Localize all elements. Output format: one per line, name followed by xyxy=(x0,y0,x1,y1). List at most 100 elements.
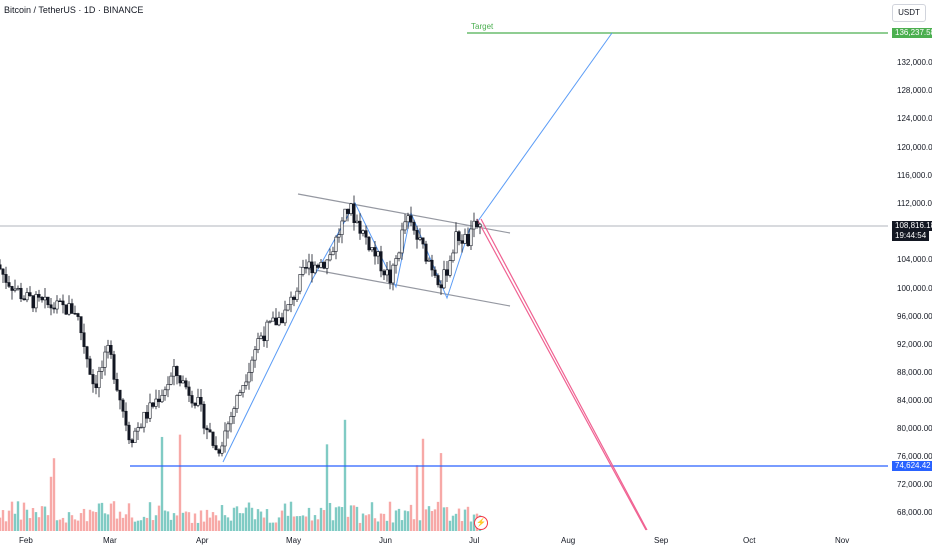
current-price-tag: 108,816.18 xyxy=(892,221,932,231)
candle xyxy=(127,421,131,444)
candle xyxy=(37,289,41,302)
volume-bar xyxy=(94,512,98,531)
price-tick: 80,000.00 xyxy=(897,424,932,433)
volume-bar xyxy=(124,514,128,531)
candle xyxy=(202,401,206,435)
volume-bar xyxy=(31,508,35,531)
candle xyxy=(169,372,173,386)
time-axis[interactable]: Feb Mar Apr May Jun Jul Aug Sep Oct Nov xyxy=(19,536,849,545)
volume-bar xyxy=(445,507,449,531)
candle xyxy=(370,247,374,253)
candle xyxy=(97,366,101,398)
time-tick: Oct xyxy=(743,536,756,545)
volume-bar xyxy=(325,444,329,531)
volume-bar xyxy=(172,513,176,531)
candle xyxy=(94,375,98,395)
candle xyxy=(235,394,239,414)
candle xyxy=(337,228,341,243)
candle xyxy=(289,291,293,313)
candle xyxy=(220,441,224,457)
candle xyxy=(178,375,182,387)
volume-bar xyxy=(463,509,467,531)
volume-bar xyxy=(88,509,92,531)
price-tick: 124,000.00 xyxy=(897,114,932,123)
currency-button[interactable]: USDT xyxy=(892,4,926,22)
candle xyxy=(316,263,320,269)
price-tick: 100,000.00 xyxy=(897,284,932,293)
volume-bar xyxy=(208,517,212,531)
candle xyxy=(73,305,77,315)
candle xyxy=(10,285,14,300)
candle xyxy=(400,222,404,260)
volume-bar xyxy=(298,516,302,531)
volume-bar xyxy=(160,436,164,531)
volume-bar xyxy=(46,515,50,531)
volume-bar xyxy=(70,515,74,531)
candle xyxy=(286,304,290,312)
volume-bar xyxy=(376,521,380,531)
wave-pattern[interactable] xyxy=(222,201,471,463)
candle xyxy=(442,260,446,290)
volume-bar xyxy=(292,516,296,531)
projection-down-line-b[interactable] xyxy=(480,218,648,531)
candle xyxy=(4,266,8,289)
volume-bar xyxy=(4,521,8,531)
candle xyxy=(67,295,71,316)
candle xyxy=(103,345,107,376)
volume-bar xyxy=(202,521,206,531)
volume-bar xyxy=(196,522,200,531)
volume-bar xyxy=(334,507,338,531)
candle xyxy=(319,258,323,269)
candle xyxy=(268,320,272,324)
candle xyxy=(466,227,470,247)
candle xyxy=(310,254,314,283)
candle xyxy=(427,257,431,262)
volume-bar xyxy=(106,514,110,531)
candle xyxy=(469,220,473,250)
volume-bar xyxy=(91,511,95,531)
candle xyxy=(157,390,161,408)
volume-bar xyxy=(235,506,239,531)
projection-up-line[interactable] xyxy=(477,32,613,222)
projection-down-line-a[interactable] xyxy=(476,218,647,531)
candle xyxy=(1,268,5,284)
candle xyxy=(31,295,35,312)
candle xyxy=(451,249,455,263)
volume-bar xyxy=(232,507,236,531)
volume-bar xyxy=(358,522,362,531)
price-axis[interactable]: 132,000.00 128,000.00 124,000.00 120,000… xyxy=(897,58,932,517)
volume-bar xyxy=(139,520,143,531)
candle xyxy=(229,411,233,433)
volume-bar xyxy=(238,513,242,531)
candle xyxy=(388,260,392,290)
candle xyxy=(253,345,257,368)
candle xyxy=(160,389,164,404)
candle xyxy=(85,345,89,368)
lightning-icon[interactable]: ⚡ xyxy=(474,516,488,530)
candle xyxy=(433,266,437,279)
volume-bar xyxy=(469,521,473,531)
volume-bar xyxy=(367,514,371,531)
volume-bar xyxy=(370,502,374,531)
channel-lower-line[interactable] xyxy=(298,266,511,307)
candle xyxy=(325,259,329,275)
symbol-title[interactable]: Bitcoin / TetherUS · 1D · BINANCE xyxy=(4,5,144,15)
volume-bar xyxy=(433,509,437,531)
candle xyxy=(457,230,461,246)
candle xyxy=(19,282,23,302)
volume-bar xyxy=(217,520,221,531)
candle xyxy=(238,389,242,396)
candle xyxy=(421,237,425,249)
candle xyxy=(70,298,74,314)
candle xyxy=(145,405,149,424)
candle xyxy=(373,241,377,265)
candle xyxy=(331,246,335,256)
candle xyxy=(385,262,389,282)
volume-bar xyxy=(289,501,293,531)
candle xyxy=(406,212,410,229)
candle xyxy=(76,312,80,321)
volume-bar xyxy=(142,516,146,531)
volume-bar xyxy=(166,511,170,531)
candle xyxy=(262,326,266,347)
